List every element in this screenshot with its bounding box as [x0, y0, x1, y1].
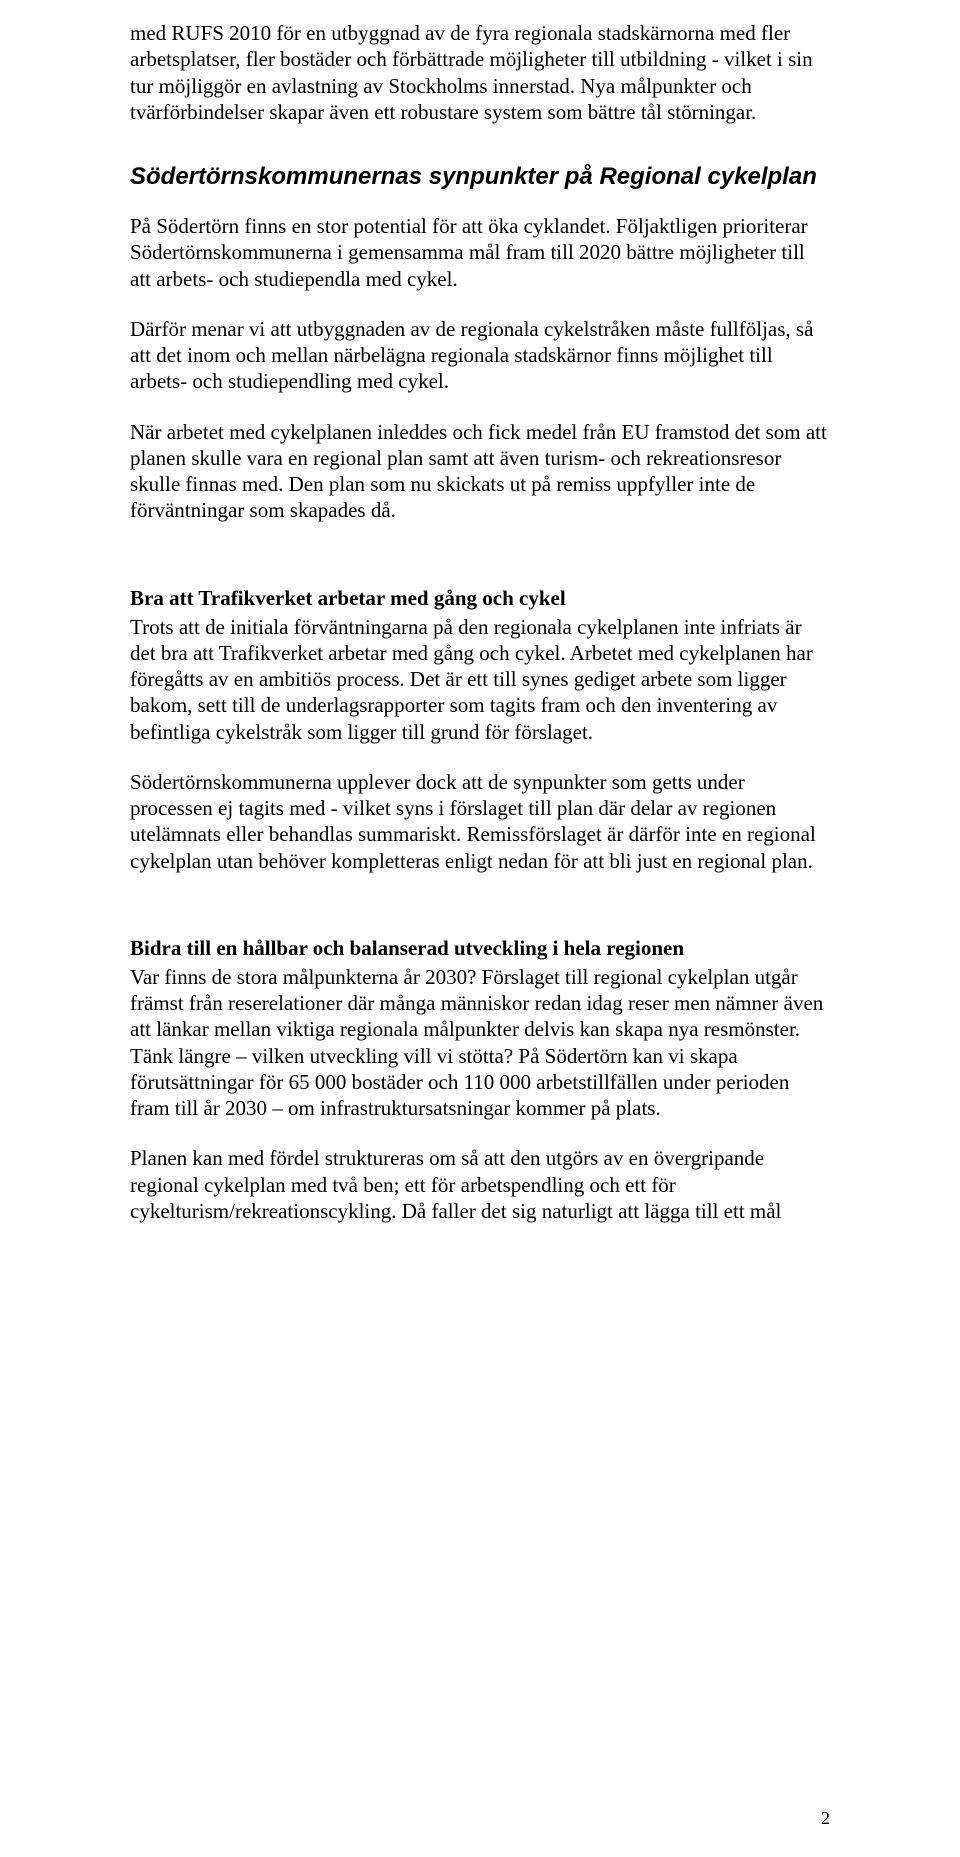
section1-title: Södertörnskommunernas synpunkter på Regi…	[130, 163, 830, 191]
section3-title: Bidra till en hållbar och balanserad utv…	[130, 936, 830, 961]
section1-paragraph-3: När arbetet med cykelplanen inleddes och…	[130, 419, 830, 524]
page-number: 2	[821, 1808, 830, 1829]
document-page: med RUFS 2010 för en utbyggnad av de fyr…	[0, 0, 960, 1857]
section1-paragraph-2: Därför menar vi att utbyggnaden av de re…	[130, 316, 830, 395]
section2-paragraph-1: Trots att de initiala förväntningarna på…	[130, 614, 830, 745]
section2-title: Bra att Trafikverket arbetar med gång oc…	[130, 586, 830, 611]
section2-paragraph-2: Södertörnskommunerna upplever dock att d…	[130, 769, 830, 874]
section3-paragraph-2: Planen kan med fördel struktureras om så…	[130, 1145, 830, 1224]
section3-paragraph-1: Var finns de stora målpunkterna år 2030?…	[130, 964, 830, 1122]
intro-paragraph: med RUFS 2010 för en utbyggnad av de fyr…	[130, 20, 830, 125]
section1-paragraph-1: På Södertörn finns en stor potential för…	[130, 213, 830, 292]
